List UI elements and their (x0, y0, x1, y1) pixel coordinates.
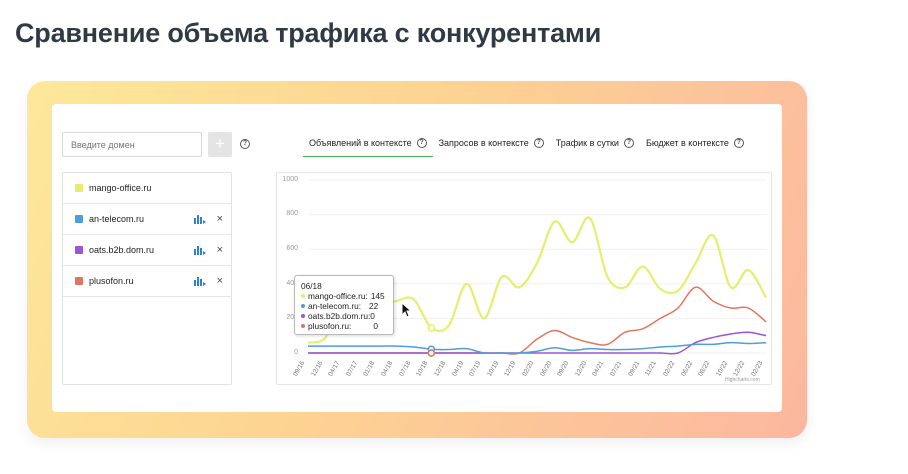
tab-queries-in-context[interactable]: Запросов в контексте ? (433, 131, 550, 157)
metric-tabs: Объявлений в контексте ? Запросов в конт… (303, 131, 750, 157)
tooltip-series-name: plusofon.ru: (308, 321, 352, 331)
close-icon[interactable]: × (216, 275, 223, 287)
color-swatch (75, 246, 83, 254)
y-tick-label: 400 (286, 280, 298, 287)
series-dot (301, 314, 305, 318)
compare-chart-icon[interactable] (193, 245, 207, 255)
series-dot (301, 324, 305, 328)
domain-list: mango-office.ru an-telecom.ru × oats.b2b… (62, 172, 232, 385)
tab-label: Трафик в сутки (555, 138, 619, 148)
color-swatch (75, 277, 83, 285)
tooltip-value: 22 (369, 301, 379, 311)
domain-item[interactable]: an-telecom.ru × (63, 204, 231, 235)
tab-label: Бюджет в контексте (645, 138, 729, 148)
series-dot (301, 294, 305, 298)
help-icon[interactable]: ? (623, 138, 634, 148)
compare-chart-icon[interactable] (193, 214, 207, 224)
help-icon[interactable]: ? (240, 139, 250, 149)
domain-name: oats.b2b.dom.ru (89, 245, 155, 255)
tab-context-budget[interactable]: Бюджет в контексте ? (640, 131, 750, 157)
close-icon[interactable]: × (216, 244, 223, 256)
tooltip-value: 0 (373, 321, 378, 331)
tooltip-row: mango-office.ru: 145 (301, 291, 387, 301)
tooltip-value: 0 (370, 311, 375, 321)
domain-name: an-telecom.ru (89, 214, 145, 224)
y-tick-label: 1000 (282, 176, 298, 183)
y-tick-label: 800 (286, 210, 298, 217)
tooltip-row: an-telecom.ru: 22 (301, 301, 387, 311)
page-title: Сравнение объема трафика с конкурентами (15, 18, 602, 48)
domain-item[interactable]: plusofon.ru × (63, 266, 231, 297)
help-icon[interactable]: ? (533, 138, 544, 148)
close-icon[interactable]: × (216, 213, 223, 225)
tooltip-row: plusofon.ru: 0 (301, 321, 387, 331)
tab-label: Запросов в контексте (438, 138, 529, 148)
y-tick-label: 200 (286, 314, 298, 321)
chart-container (276, 172, 772, 385)
chart-tooltip: 06/18 mango-office.ru: 145 an-telecom.ru… (294, 275, 394, 335)
tooltip-title: 06/18 (301, 281, 322, 291)
domain-name: mango-office.ru (89, 183, 152, 193)
domain-item[interactable]: mango-office.ru (63, 173, 231, 204)
y-tick-label: 600 (286, 245, 298, 252)
help-icon[interactable]: ? (733, 138, 744, 148)
domain-input[interactable] (62, 132, 202, 157)
tooltip-series-name: an-telecom.ru: (308, 301, 362, 311)
tab-daily-traffic[interactable]: Трафик в сутки ? (550, 131, 640, 157)
chart-credits: Highcharts.com (725, 377, 760, 383)
tooltip-value: 145 (370, 291, 385, 301)
color-swatch (75, 184, 83, 192)
series-dot (301, 304, 305, 308)
domain-name: plusofon.ru (89, 276, 134, 286)
mouse-cursor-icon (401, 302, 412, 318)
tooltip-series-name: oats.b2b.dom.ru: (308, 311, 371, 321)
domain-item[interactable]: oats.b2b.dom.ru × (63, 235, 231, 266)
tab-label: Объявлений в контексте (309, 138, 412, 148)
compare-chart-icon[interactable] (193, 276, 207, 286)
help-icon[interactable]: ? (416, 138, 427, 148)
tooltip-row: oats.b2b.dom.ru: 0 (301, 311, 387, 321)
y-tick-label: 0 (294, 349, 298, 356)
tab-ads-in-context[interactable]: Объявлений в контексте ? (303, 131, 433, 157)
add-domain-button[interactable]: + (208, 132, 232, 157)
tooltip-series-name: mango-office.ru: (308, 291, 368, 301)
color-swatch (75, 215, 83, 223)
